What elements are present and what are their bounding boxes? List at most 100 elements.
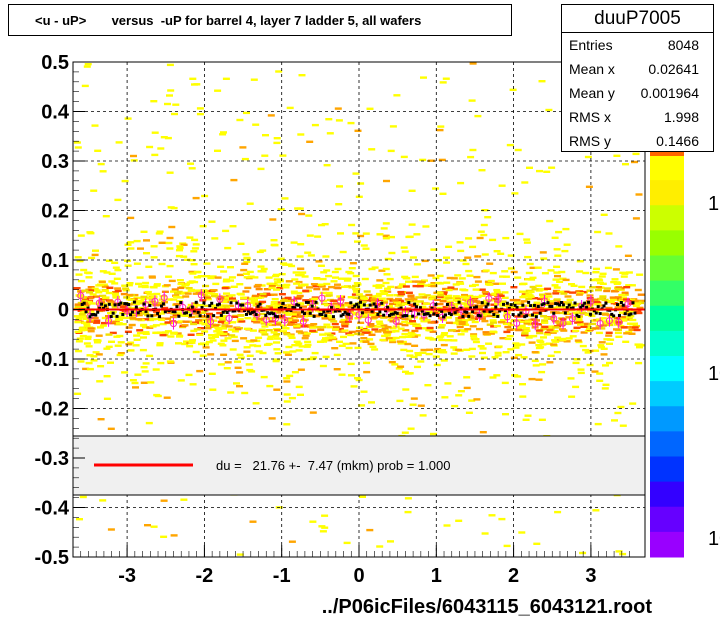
data-point bbox=[196, 310, 200, 314]
heatmap-cell bbox=[270, 301, 278, 304]
data-point bbox=[322, 310, 326, 314]
heatmap-cell bbox=[287, 334, 295, 337]
heatmap-cell bbox=[304, 340, 312, 344]
heatmap-cell bbox=[125, 343, 133, 346]
heatmap-cell bbox=[470, 333, 478, 336]
heatmap-cell bbox=[185, 373, 193, 377]
heatmap-cell bbox=[611, 419, 618, 422]
heatmap-cell bbox=[273, 358, 281, 361]
heatmap-cell bbox=[529, 285, 537, 289]
heatmap-cell bbox=[229, 225, 237, 228]
heatmap-cell bbox=[554, 254, 562, 257]
heatmap-cell bbox=[382, 222, 390, 225]
heatmap-cell bbox=[482, 331, 490, 334]
profile-marker bbox=[77, 292, 85, 300]
heatmap-cell bbox=[502, 322, 510, 325]
heatmap-cell bbox=[263, 288, 271, 291]
heatmap-cell bbox=[525, 336, 533, 339]
heatmap-cell bbox=[586, 363, 594, 367]
heatmap-cell bbox=[439, 349, 447, 352]
data-point bbox=[134, 305, 138, 309]
heatmap-cell bbox=[79, 311, 87, 314]
heatmap-cell bbox=[293, 282, 301, 285]
heatmap-cell bbox=[445, 297, 453, 300]
data-point bbox=[498, 309, 502, 313]
heatmap-cell bbox=[153, 317, 161, 321]
data-point bbox=[513, 303, 517, 307]
data-point bbox=[581, 304, 585, 308]
heatmap-cell bbox=[540, 257, 548, 260]
data-point bbox=[84, 310, 88, 314]
heatmap-cell bbox=[87, 330, 95, 333]
heatmap-cell bbox=[113, 296, 120, 299]
data-point bbox=[505, 301, 509, 305]
data-point bbox=[299, 306, 303, 310]
data-point bbox=[457, 300, 461, 304]
heatmap-cell bbox=[135, 313, 143, 317]
heatmap-cell bbox=[133, 262, 141, 265]
heatmap-cell bbox=[74, 256, 82, 259]
heatmap-cell bbox=[283, 283, 291, 287]
heatmap-cell bbox=[376, 233, 384, 236]
data-point bbox=[588, 312, 592, 316]
heatmap-cell bbox=[538, 288, 546, 291]
heatmap-cell bbox=[229, 348, 237, 351]
profile-marker bbox=[624, 300, 632, 308]
heatmap-cell bbox=[451, 287, 458, 291]
heatmap-cell bbox=[345, 270, 353, 274]
profile-marker bbox=[160, 294, 168, 302]
heatmap-cell bbox=[199, 299, 207, 302]
heatmap-cell bbox=[464, 306, 472, 309]
heatmap-cell bbox=[165, 298, 173, 301]
heatmap-cell bbox=[433, 363, 441, 367]
heatmap-cell bbox=[492, 282, 499, 285]
data-point bbox=[202, 301, 206, 305]
heatmap-cell bbox=[497, 252, 505, 255]
heatmap-cell bbox=[614, 306, 622, 309]
heatmap-cell bbox=[341, 325, 349, 328]
heatmap-cell bbox=[167, 89, 175, 92]
heatmap-cell bbox=[133, 239, 141, 243]
data-point bbox=[411, 314, 415, 318]
heatmap-cell bbox=[325, 294, 333, 297]
heatmap-cell bbox=[326, 132, 334, 135]
heatmap-cell bbox=[589, 278, 597, 282]
data-point bbox=[471, 310, 475, 314]
data-point bbox=[341, 313, 345, 317]
heatmap-cell bbox=[125, 284, 133, 287]
heatmap-cell bbox=[469, 325, 477, 328]
heatmap-cell bbox=[369, 299, 377, 303]
heatmap-cell bbox=[316, 283, 324, 286]
heatmap-cell bbox=[79, 495, 87, 499]
heatmap-cell bbox=[350, 385, 358, 388]
stats-label: Mean y bbox=[569, 85, 615, 101]
heatmap-cell bbox=[376, 279, 384, 282]
heatmap-cell bbox=[273, 341, 280, 344]
heatmap-cell bbox=[370, 298, 378, 301]
heatmap-cell bbox=[310, 323, 318, 326]
heatmap-cell bbox=[196, 333, 204, 336]
heatmap-cell bbox=[531, 288, 539, 291]
heatmap-cell bbox=[191, 280, 199, 284]
heatmap-cell bbox=[439, 192, 447, 195]
data-point bbox=[268, 312, 272, 316]
heatmap-cell bbox=[166, 63, 174, 67]
heatmap-cell bbox=[289, 311, 297, 314]
heatmap-cell bbox=[555, 230, 563, 234]
data-point bbox=[229, 301, 233, 305]
heatmap-cell bbox=[499, 337, 507, 340]
heatmap-cell bbox=[332, 276, 339, 279]
heatmap-cell bbox=[602, 321, 610, 325]
data-point bbox=[345, 312, 349, 316]
heatmap-cell bbox=[368, 325, 376, 328]
heatmap-cell bbox=[243, 260, 251, 264]
heatmap-cell bbox=[546, 219, 554, 223]
heatmap-cell bbox=[537, 340, 545, 344]
heatmap-cell bbox=[518, 324, 526, 328]
heatmap-cell bbox=[374, 330, 382, 333]
heatmap-cell bbox=[301, 275, 309, 278]
heatmap-cell bbox=[318, 285, 326, 288]
palette-cell bbox=[650, 148, 684, 156]
heatmap-cell bbox=[217, 342, 225, 345]
heatmap-cell bbox=[125, 326, 133, 329]
